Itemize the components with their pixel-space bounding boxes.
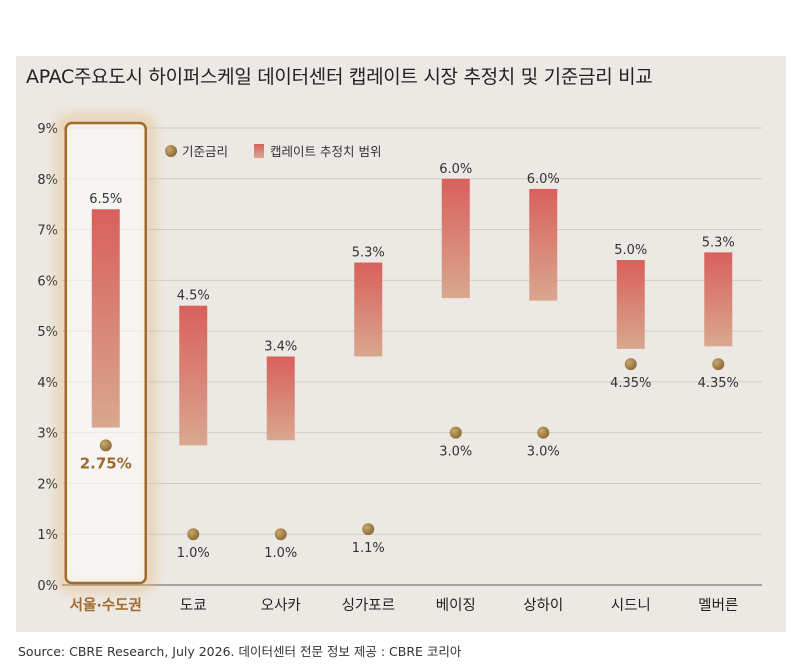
rate-dot — [362, 523, 375, 536]
rate-dot — [712, 358, 725, 371]
legend-range-marker — [254, 144, 264, 158]
range-label: 6.0% — [527, 172, 560, 187]
rate-dot — [624, 358, 637, 371]
range-bar — [179, 305, 208, 446]
rate-dot — [99, 439, 112, 452]
range-bar — [266, 356, 295, 441]
legend-label-dot: 기준금리 — [182, 144, 228, 159]
range-label: 4.5% — [177, 289, 210, 304]
y-tick-label: 5% — [37, 325, 58, 340]
range-bar — [354, 262, 383, 357]
y-tick-label: 0% — [37, 579, 58, 594]
rate-label: 1.0% — [177, 546, 210, 561]
y-tick-label: 2% — [37, 477, 58, 492]
y-tick-label: 9% — [37, 122, 58, 137]
rate-label: 3.0% — [439, 445, 472, 460]
rate-dot — [187, 528, 200, 541]
range-bar — [529, 188, 558, 301]
range-bar — [704, 252, 733, 347]
y-tick-label: 6% — [37, 274, 58, 289]
rate-label: 1.1% — [352, 541, 385, 556]
range-bar — [91, 209, 120, 428]
legend-label-range: 캡레이트 추정치 범위 — [270, 144, 381, 159]
rate-label: 1.0% — [264, 546, 297, 561]
x-tick-label: 베이징 — [436, 597, 476, 614]
range-label: 5.3% — [352, 246, 385, 261]
rate-label: 4.35% — [610, 376, 651, 391]
highlight-glow — [56, 114, 155, 592]
rate-label: 3.0% — [527, 445, 560, 460]
x-tick-label: 오사카 — [261, 597, 301, 614]
y-tick-label: 8% — [37, 173, 58, 188]
source-note: Source: CBRE Research, July 2026. 데이터센터 … — [18, 644, 462, 659]
range-label: 5.0% — [614, 243, 647, 258]
x-tick-label: 상하이 — [523, 597, 563, 614]
range-label: 5.3% — [702, 235, 735, 250]
chart-title: APAC주요도시 하이퍼스케일 데이터센터 캡레이트 시장 추정치 및 기준금리… — [26, 66, 653, 88]
range-bar — [441, 178, 470, 299]
y-tick-label: 1% — [37, 528, 58, 543]
range-label: 6.0% — [439, 162, 472, 177]
x-tick-label: 서울·수도권 — [70, 596, 142, 614]
x-tick-label: 시드니 — [611, 597, 651, 614]
y-tick-label: 3% — [37, 427, 58, 442]
range-label: 3.4% — [264, 340, 297, 355]
y-tick-label: 7% — [37, 224, 58, 239]
range-bar — [616, 260, 645, 349]
x-tick-label: 멜버른 — [698, 597, 738, 614]
range-label: 6.5% — [89, 192, 122, 207]
rate-dot — [449, 426, 462, 439]
rate-label: 4.35% — [698, 376, 739, 391]
rate-dot — [537, 426, 550, 439]
x-tick-label: 도쿄 — [180, 598, 207, 614]
x-tick-label: 싱가포르 — [342, 597, 395, 614]
rate-dot — [274, 528, 287, 541]
rate-label: 2.75% — [80, 454, 132, 472]
legend-dot-marker — [165, 145, 177, 157]
y-tick-label: 4% — [37, 376, 58, 391]
